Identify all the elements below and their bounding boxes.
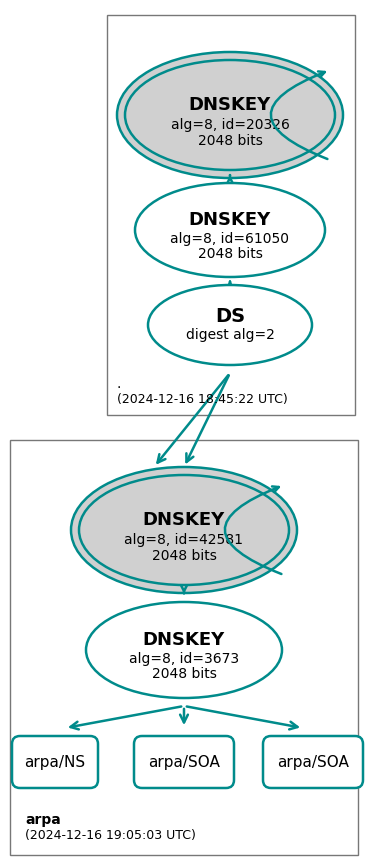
Bar <box>107 15 355 415</box>
Text: alg=8, id=61050: alg=8, id=61050 <box>170 232 290 246</box>
FancyBboxPatch shape <box>134 736 234 788</box>
Bar <box>10 440 358 855</box>
Text: alg=8, id=20326: alg=8, id=20326 <box>170 118 290 132</box>
Ellipse shape <box>135 183 325 277</box>
Text: .: . <box>117 377 121 391</box>
Ellipse shape <box>117 52 343 178</box>
Text: DS: DS <box>215 307 245 326</box>
Text: alg=8, id=3673: alg=8, id=3673 <box>129 652 239 666</box>
Text: 2048 bits: 2048 bits <box>152 667 216 681</box>
Text: DNSKEY: DNSKEY <box>189 211 271 229</box>
Text: arpa/SOA: arpa/SOA <box>277 754 349 770</box>
Ellipse shape <box>71 467 297 593</box>
Ellipse shape <box>148 285 312 365</box>
Text: (2024-12-16 18:45:22 UTC): (2024-12-16 18:45:22 UTC) <box>117 393 288 406</box>
Text: 2048 bits: 2048 bits <box>152 549 216 563</box>
Text: DNSKEY: DNSKEY <box>143 631 225 649</box>
Text: alg=8, id=42581: alg=8, id=42581 <box>124 533 244 547</box>
Text: 2048 bits: 2048 bits <box>198 134 262 148</box>
Text: arpa: arpa <box>25 813 61 827</box>
Text: DNSKEY: DNSKEY <box>143 511 225 529</box>
FancyBboxPatch shape <box>263 736 363 788</box>
Text: arpa/NS: arpa/NS <box>24 754 86 770</box>
Text: arpa/SOA: arpa/SOA <box>148 754 220 770</box>
FancyBboxPatch shape <box>12 736 98 788</box>
Ellipse shape <box>125 60 335 170</box>
Ellipse shape <box>79 475 289 585</box>
Text: digest alg=2: digest alg=2 <box>185 328 275 342</box>
Ellipse shape <box>86 602 282 698</box>
Text: DNSKEY: DNSKEY <box>189 96 271 114</box>
Text: (2024-12-16 19:05:03 UTC): (2024-12-16 19:05:03 UTC) <box>25 829 196 842</box>
Text: 2048 bits: 2048 bits <box>198 247 262 261</box>
